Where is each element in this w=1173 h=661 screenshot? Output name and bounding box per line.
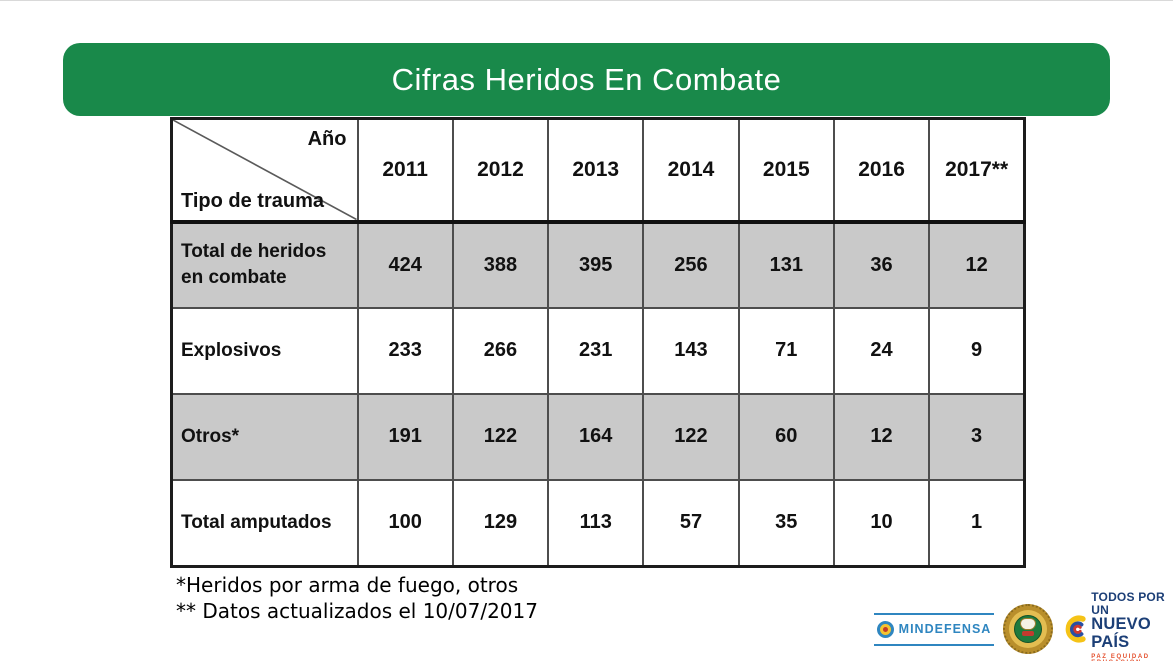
cell-value: 143 (642, 306, 740, 395)
nuevo-pais-tagline: PAZ EQUIDAD EDUCACIÓN (1091, 654, 1150, 661)
corner-header-cell: Año Tipo de trauma (170, 117, 359, 224)
nuevo-pais-text: TODOS POR UN NUEVO PAÍS PAZ EQUIDAD EDUC… (1091, 591, 1170, 661)
year-header-2011: 2011 (356, 117, 454, 224)
cell-value: 60 (737, 392, 835, 481)
corner-label-year: Año (307, 128, 347, 150)
cell-value: 12 (832, 392, 931, 481)
cell-value: 57 (642, 478, 740, 568)
year-header-2014: 2014 (642, 117, 740, 224)
row-label: Otros* (170, 392, 359, 481)
cell-value: 1 (928, 478, 1026, 568)
cell-value: 122 (451, 392, 550, 481)
nuevo-pais-line1: TODOS POR UN (1091, 590, 1165, 617)
year-header-2013: 2013 (547, 117, 645, 224)
title-banner: Cifras Heridos En Combate (63, 43, 1110, 116)
trauma-by-year-table: Año Tipo de trauma 2011 2012 2013 2014 2… (170, 117, 1026, 568)
row-label: Total de heridos en combate (170, 220, 359, 309)
year-header-2012: 2012 (451, 117, 550, 224)
diagonal-divider (173, 120, 357, 220)
row-label-line2: en combate (181, 267, 287, 288)
cell-value: 35 (737, 478, 835, 568)
year-header-2016: 2016 (832, 117, 931, 224)
cell-value: 36 (832, 220, 931, 309)
cell-value: 100 (356, 478, 454, 568)
cell-value: 122 (642, 392, 740, 481)
cell-value: 256 (642, 220, 740, 309)
mindefensa-logo: MINDEFENSA (874, 612, 994, 646)
cell-value: 24 (832, 306, 931, 395)
footnotes: *Heridos por arma de fuego, otros ** Dat… (176, 572, 538, 624)
year-header-2017: 2017** (928, 117, 1026, 224)
cell-value: 10 (832, 478, 931, 568)
mindefensa-label: MINDEFENSA (898, 622, 992, 636)
row-label-line1: Total de heridos (181, 241, 327, 263)
nuevo-pais-line2: NUEVO PAÍS (1091, 615, 1151, 651)
cell-value: 9 (928, 306, 1026, 395)
cell-value: 12 (928, 220, 1026, 309)
footnote-2: ** Datos actualizados el 10/07/2017 (176, 599, 538, 623)
cell-value: 131 (737, 220, 835, 309)
cell-value: 113 (547, 478, 645, 568)
cell-value: 191 (356, 392, 454, 481)
nuevo-pais-logo: TODOS POR UN NUEVO PAÍS PAZ EQUIDAD EDUC… (1062, 591, 1170, 661)
table-header-row: Año Tipo de trauma 2011 2012 2013 2014 2… (170, 117, 1026, 224)
cell-value: 71 (737, 306, 835, 395)
row-label: Total amputados (170, 478, 359, 568)
page-title: Cifras Heridos En Combate (391, 61, 782, 97)
cell-value: 424 (356, 220, 454, 309)
army-crest-icon (1003, 604, 1053, 654)
row-label: Explosivos (170, 306, 359, 395)
cell-value: 266 (451, 306, 550, 395)
footer-logos: MINDEFENSA TODOS POR UN NUEVO PAÍS PAZ E… (874, 591, 1170, 661)
mindefensa-seal-icon (876, 620, 894, 638)
table-row-total-amputados: Total amputados 100 129 113 57 35 10 1 (170, 478, 1026, 568)
table-row-total-heridos: Total de heridos en combate 424 388 395 … (170, 220, 1026, 309)
year-header-2015: 2015 (737, 117, 835, 224)
cell-value: 233 (356, 306, 454, 395)
cell-value: 3 (928, 392, 1026, 481)
colombia-flag-ribbon-icon (1065, 615, 1086, 643)
cell-value: 164 (547, 392, 645, 481)
cell-value: 129 (451, 478, 550, 568)
table-row-otros: Otros* 191 122 164 122 60 12 3 (170, 392, 1026, 481)
trauma-table-container: Año Tipo de trauma 2011 2012 2013 2014 2… (170, 117, 1026, 568)
table-row-explosivos: Explosivos 233 266 231 143 71 24 9 (170, 306, 1026, 395)
cell-value: 231 (547, 306, 645, 395)
cell-value: 388 (451, 220, 550, 309)
footnote-1: *Heridos por arma de fuego, otros (176, 573, 519, 597)
cell-value: 395 (547, 220, 645, 309)
corner-label-trauma-type: Tipo de trauma (181, 189, 324, 212)
